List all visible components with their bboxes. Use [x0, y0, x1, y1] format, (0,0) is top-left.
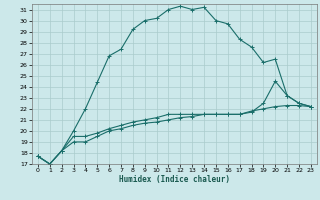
- X-axis label: Humidex (Indice chaleur): Humidex (Indice chaleur): [119, 175, 230, 184]
